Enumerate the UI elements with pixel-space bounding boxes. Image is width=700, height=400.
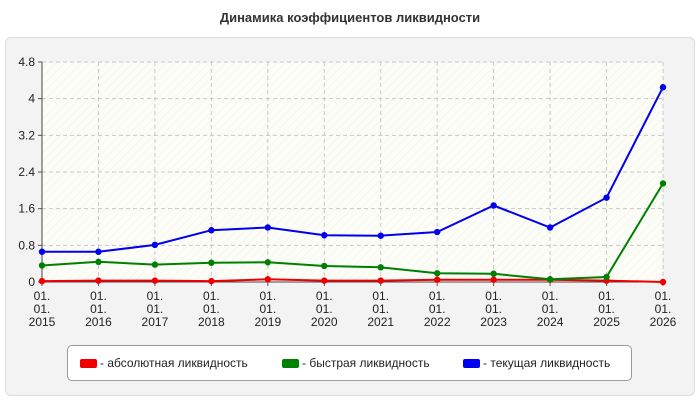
data-point-quick[interactable] (546, 276, 554, 283)
x-tick-label: 01. 01. 2017 (142, 289, 169, 329)
data-point-quick[interactable] (38, 262, 46, 269)
data-point-current[interactable] (490, 202, 497, 209)
data-point-absolute[interactable] (433, 276, 441, 283)
legend-item-absolute[interactable]: - абсолютная ликвидность (80, 355, 248, 371)
data-point-quick[interactable] (321, 262, 328, 270)
x-tick-label: 01. 01. 2021 (367, 289, 394, 329)
data-point-quick[interactable] (433, 270, 441, 277)
data-point-current[interactable] (95, 248, 102, 255)
legend-item-quick[interactable]: - быстрая ликвидность (282, 355, 430, 371)
x-tick-label: 01. 01. 2018 (198, 289, 225, 329)
x-tick-label: 01. 01. 2026 (650, 289, 677, 329)
data-point-current[interactable] (546, 224, 554, 231)
data-point-current[interactable] (264, 224, 272, 231)
data-point-current[interactable] (321, 232, 328, 239)
legend-swatch-absolute (80, 358, 97, 368)
x-tick-label: 01. 01. 2019 (254, 289, 281, 329)
legend-label-quick: - быстрая ликвидность (302, 356, 430, 370)
data-point-quick[interactable] (490, 270, 497, 277)
data-point-quick[interactable] (659, 180, 667, 187)
data-point-quick[interactable] (208, 259, 215, 266)
data-point-absolute[interactable] (490, 276, 497, 283)
x-tick-label: 01. 01. 2024 (537, 289, 564, 329)
data-point-current[interactable] (433, 228, 441, 236)
legend-label-current: - текущая ликвидность (483, 356, 611, 370)
x-tick-label: 01. 01. 2023 (480, 289, 507, 329)
data-point-quick[interactable] (151, 261, 159, 268)
data-point-quick[interactable] (377, 264, 384, 271)
series-line-current (42, 86, 664, 253)
data-point-absolute[interactable] (95, 277, 102, 284)
data-point-absolute[interactable] (659, 278, 667, 286)
y-tick-label: 1.6 (18, 202, 35, 216)
data-point-absolute[interactable] (38, 277, 46, 285)
x-tick-label: 01. 01. 2015 (29, 289, 56, 329)
data-point-absolute[interactable] (377, 277, 384, 284)
legend-swatch-quick (282, 358, 299, 368)
x-tick-label: 01. 01. 2020 (311, 289, 338, 329)
y-tick-label: 2.4 (18, 165, 35, 179)
y-tick-label: 3.2 (18, 128, 35, 142)
x-tick-label: 01. 01. 2025 (593, 289, 620, 329)
legend-label-absolute: - абсолютная ликвидность (100, 356, 248, 370)
y-tick-label: 0 (28, 275, 35, 289)
data-point-current[interactable] (208, 227, 215, 234)
chart-title: Динамика коэффициентов ликвидности (219, 10, 481, 25)
x-tick-label: 01. 01. 2016 (85, 289, 112, 329)
data-point-absolute[interactable] (264, 276, 272, 283)
data-point-quick[interactable] (264, 259, 272, 266)
data-point-current[interactable] (151, 241, 159, 249)
data-point-current[interactable] (659, 84, 667, 91)
legend-item-current[interactable]: - текущая ликвидность (463, 355, 610, 371)
data-point-quick[interactable] (603, 273, 610, 281)
data-point-current[interactable] (377, 232, 384, 239)
y-tick-label: 0.8 (18, 238, 35, 252)
x-tick-label: 01. 01. 2022 (424, 289, 451, 329)
data-point-absolute[interactable] (151, 277, 159, 284)
data-point-quick[interactable] (95, 258, 102, 266)
series-line-quick (41, 182, 664, 281)
data-point-current[interactable] (38, 248, 46, 255)
y-tick-label: 4 (28, 92, 35, 106)
data-point-absolute[interactable] (208, 277, 215, 285)
data-point-current[interactable] (603, 194, 610, 201)
data-point-absolute[interactable] (321, 277, 328, 284)
legend: - абсолютная ликвидность - быстрая ликви… (67, 345, 632, 381)
y-tick-label: 4.8 (18, 55, 35, 69)
legend-swatch-current (463, 358, 480, 368)
